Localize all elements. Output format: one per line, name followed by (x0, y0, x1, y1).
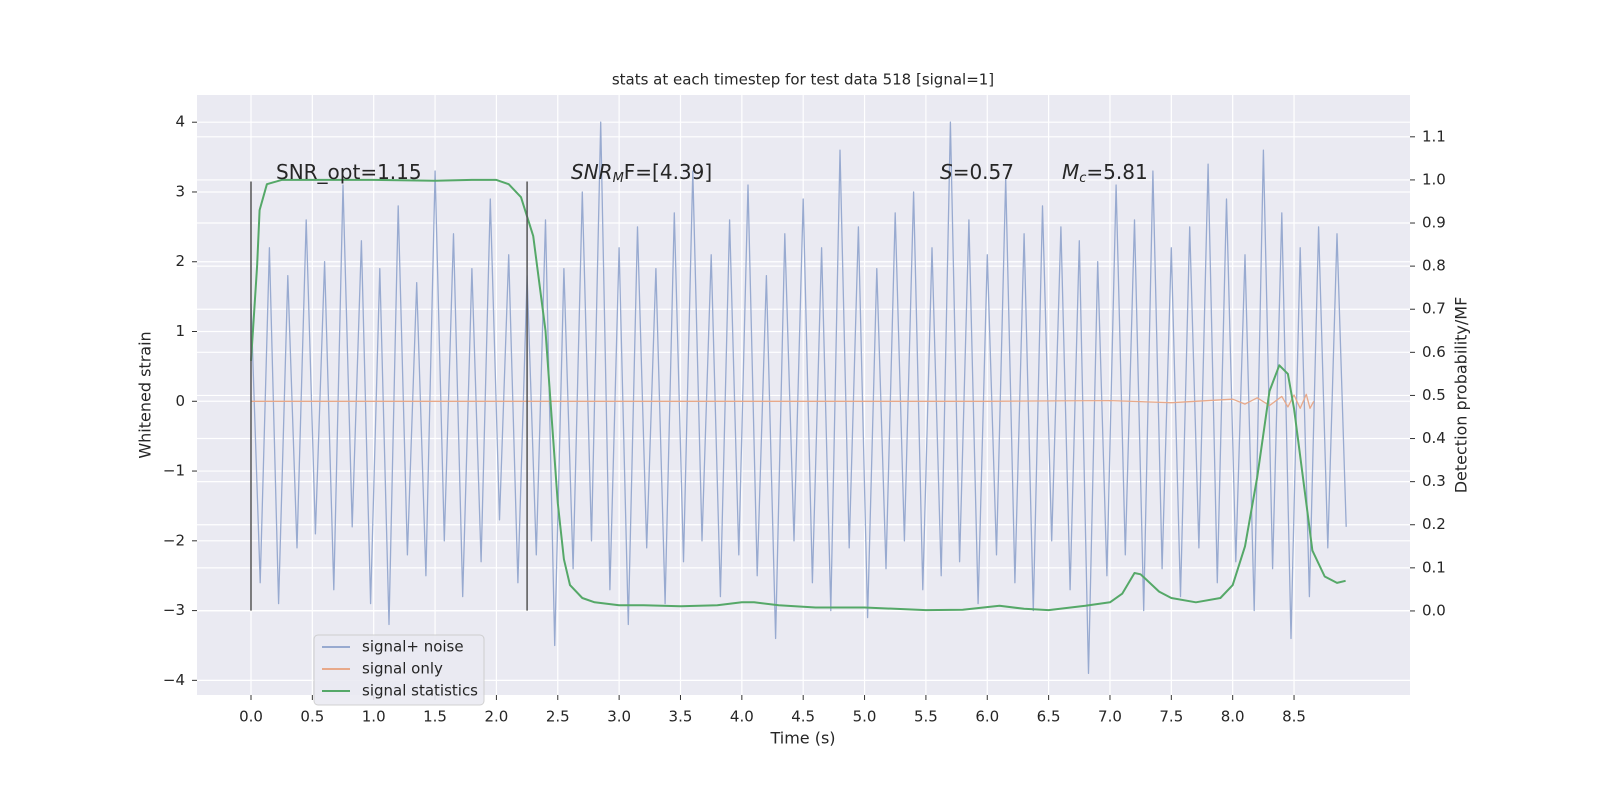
y2-tick-label: 1.0 (1422, 170, 1446, 188)
x-tick-label: 7.5 (1159, 708, 1183, 726)
legend-label: signal+ noise (362, 638, 464, 656)
annotation-subscript: M (613, 171, 624, 186)
y-tick-label: 4 (175, 113, 185, 131)
annotation-italic: M (1062, 160, 1079, 184)
x-tick-label: 5.0 (853, 708, 877, 726)
y2-tick-label: 0.1 (1422, 558, 1446, 576)
y2-tick-label: 0.8 (1422, 257, 1446, 275)
legend-label: signal statistics (362, 682, 478, 700)
y2-tick-label: 0.5 (1422, 386, 1446, 404)
x-tick-label: 1.5 (423, 708, 447, 726)
y2-tick-label: 0.9 (1422, 214, 1446, 232)
y2-tick-label: 0.2 (1422, 515, 1446, 533)
y2-tick-label: 0.4 (1422, 429, 1446, 447)
y2-tick-label: 0.6 (1422, 343, 1446, 361)
x-tick-label: 7.0 (1098, 708, 1122, 726)
y-tick-label: −4 (163, 671, 185, 689)
x-tick-label: 4.0 (730, 708, 754, 726)
y-tick-label: 0 (175, 392, 185, 410)
y-tick-label: −2 (163, 531, 185, 549)
x-tick-label: 2.5 (546, 708, 570, 726)
y-tick-label: 2 (175, 252, 185, 270)
annotation: SNRMF=[4.39] (571, 160, 712, 186)
x-tick-label: 6.5 (1037, 708, 1061, 726)
y-tick-label: −1 (163, 462, 185, 480)
y2-tick-label: 0.3 (1422, 472, 1446, 490)
x-tick-label: 3.5 (669, 708, 693, 726)
legend-box (313, 634, 485, 706)
x-tick-label: 8.0 (1221, 708, 1245, 726)
annotation: Mc=5.81 (1062, 160, 1148, 186)
annotation-subscript: c (1079, 171, 1086, 186)
y-axis-label: Whitened strain (136, 331, 155, 458)
y2-axis-label: Detection probability/MF (1452, 297, 1471, 494)
legend-label: signal only (362, 660, 443, 678)
x-tick-label: 3.0 (607, 708, 631, 726)
annotation-text: =0.57 (953, 160, 1014, 184)
x-tick-label: 1.0 (362, 708, 386, 726)
x-tick-label: 8.5 (1282, 708, 1306, 726)
x-tick-label: 0.5 (300, 708, 324, 726)
annotation-italic: SNR (571, 160, 613, 184)
x-tick-label: 5.5 (914, 708, 938, 726)
annotation-text: F=[4.39] (624, 160, 712, 184)
series-line (251, 393, 1315, 409)
series-line (250, 121, 1347, 675)
annotation-italic: S (940, 160, 953, 184)
series-line (250, 178, 1346, 612)
annotation: SNR_opt=1.15 (276, 160, 422, 184)
y2-tick-label: 0.7 (1422, 300, 1446, 318)
x-tick-label: 6.0 (975, 708, 999, 726)
x-tick-label: 2.0 (484, 708, 508, 726)
y-tick-label: 1 (175, 322, 185, 340)
x-tick-label: 4.5 (791, 708, 815, 726)
annotation-text: SNR_opt=1.15 (276, 160, 422, 184)
y-tick-label: 3 (175, 182, 185, 200)
y2-tick-label: 0.0 (1422, 601, 1446, 619)
x-axis-label: Time (s) (769, 729, 835, 748)
y2-tick-label: 1.1 (1422, 127, 1446, 145)
annotation: S=0.57 (940, 160, 1014, 184)
y-tick-label: −3 (163, 601, 185, 619)
x-tick-label: 0.0 (239, 708, 263, 726)
annotation-text: =5.81 (1086, 160, 1147, 184)
chart-title: stats at each timestep for test data 518… (612, 71, 994, 89)
